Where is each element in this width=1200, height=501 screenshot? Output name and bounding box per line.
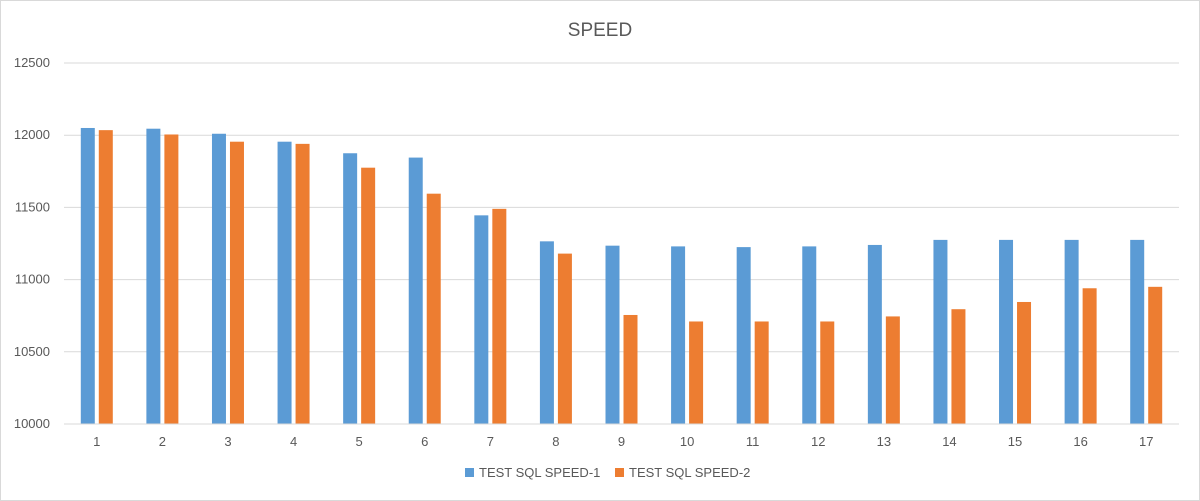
legend-swatch-2 bbox=[615, 468, 624, 477]
bar-series-2-cat-7 bbox=[492, 208, 507, 424]
x-tick-label: 5 bbox=[356, 434, 363, 449]
bar-series-2-cat-17 bbox=[1148, 286, 1163, 424]
bar-series-2-cat-5 bbox=[361, 167, 376, 424]
y-axis-tick-labels: 10000 10500 11000 11500 12000 12500 bbox=[14, 55, 50, 431]
bar-series-2-cat-15 bbox=[1017, 301, 1032, 424]
x-tick-label: 9 bbox=[618, 434, 625, 449]
bar-series-2-cat-1 bbox=[98, 130, 113, 424]
x-tick-label: 2 bbox=[159, 434, 166, 449]
x-tick-label: 8 bbox=[552, 434, 559, 449]
bar-series-1-cat-12 bbox=[802, 246, 817, 424]
x-tick-label: 7 bbox=[487, 434, 494, 449]
x-tick-label: 1 bbox=[93, 434, 100, 449]
y-tick-label: 10000 bbox=[14, 416, 50, 431]
bar-series-1-cat-15 bbox=[999, 239, 1014, 424]
y-tick-label: 12500 bbox=[14, 55, 50, 70]
x-tick-label: 6 bbox=[421, 434, 428, 449]
bar-series-2-cat-9 bbox=[623, 314, 638, 424]
bar-series-1-cat-5 bbox=[343, 153, 358, 424]
bar-series-2-cat-12 bbox=[820, 321, 835, 424]
x-axis-tick-labels: 1 2 3 4 5 6 7 8 9 10 11 12 13 14 15 16 17 bbox=[64, 423, 1179, 449]
y-tick-label: 11000 bbox=[15, 272, 50, 287]
bar-series-1-cat-17 bbox=[1130, 239, 1145, 424]
legend: TEST SQL SPEED-1 TEST SQL SPEED-2 bbox=[465, 465, 750, 480]
x-tick-label: 16 bbox=[1073, 434, 1087, 449]
x-tick-label: 10 bbox=[680, 434, 694, 449]
bars bbox=[80, 127, 1163, 425]
x-tick-label: 4 bbox=[290, 434, 297, 449]
x-tick-label: 11 bbox=[746, 434, 760, 449]
y-tick-label: 10500 bbox=[14, 344, 50, 359]
x-tick-label: 17 bbox=[1139, 434, 1153, 449]
bar-series-1-cat-1 bbox=[80, 127, 95, 424]
bar-series-2-cat-10 bbox=[689, 321, 704, 424]
bar-series-1-cat-7 bbox=[474, 215, 489, 424]
bar-series-2-cat-6 bbox=[426, 193, 441, 424]
bar-series-2-cat-11 bbox=[754, 321, 769, 424]
bar-series-1-cat-6 bbox=[408, 157, 423, 424]
x-tick-label: 13 bbox=[877, 434, 891, 449]
bar-series-2-cat-4 bbox=[295, 143, 310, 424]
legend-swatch-1 bbox=[465, 468, 474, 477]
x-tick-label: 15 bbox=[1008, 434, 1022, 449]
bar-series-2-cat-8 bbox=[557, 253, 572, 424]
bar-series-1-cat-13 bbox=[867, 244, 882, 424]
x-tick-label: 12 bbox=[811, 434, 825, 449]
legend-label-2: TEST SQL SPEED-2 bbox=[629, 465, 750, 480]
bar-series-2-cat-14 bbox=[951, 309, 966, 424]
bar-series-1-cat-9 bbox=[605, 245, 620, 424]
bar-series-1-cat-10 bbox=[671, 246, 686, 424]
bar-series-1-cat-2 bbox=[146, 128, 161, 424]
x-tick-label: 14 bbox=[942, 434, 956, 449]
bar-series-2-cat-16 bbox=[1082, 288, 1097, 424]
bar-series-1-cat-11 bbox=[736, 247, 751, 424]
y-tick-label: 12000 bbox=[14, 127, 50, 142]
x-tick-label: 3 bbox=[224, 434, 231, 449]
bar-series-1-cat-16 bbox=[1064, 239, 1079, 424]
bar-series-1-cat-14 bbox=[933, 239, 948, 424]
bar-series-1-cat-3 bbox=[211, 133, 226, 425]
bar-series-2-cat-13 bbox=[885, 316, 900, 424]
bar-series-1-cat-8 bbox=[539, 241, 554, 424]
chart-title: SPEED bbox=[568, 20, 632, 41]
y-tick-label: 11500 bbox=[15, 199, 50, 214]
bar-series-2-cat-2 bbox=[164, 134, 179, 424]
bar-series-2-cat-3 bbox=[229, 141, 244, 424]
legend-label-1: TEST SQL SPEED-1 bbox=[479, 465, 600, 480]
bar-series-1-cat-4 bbox=[277, 141, 292, 424]
